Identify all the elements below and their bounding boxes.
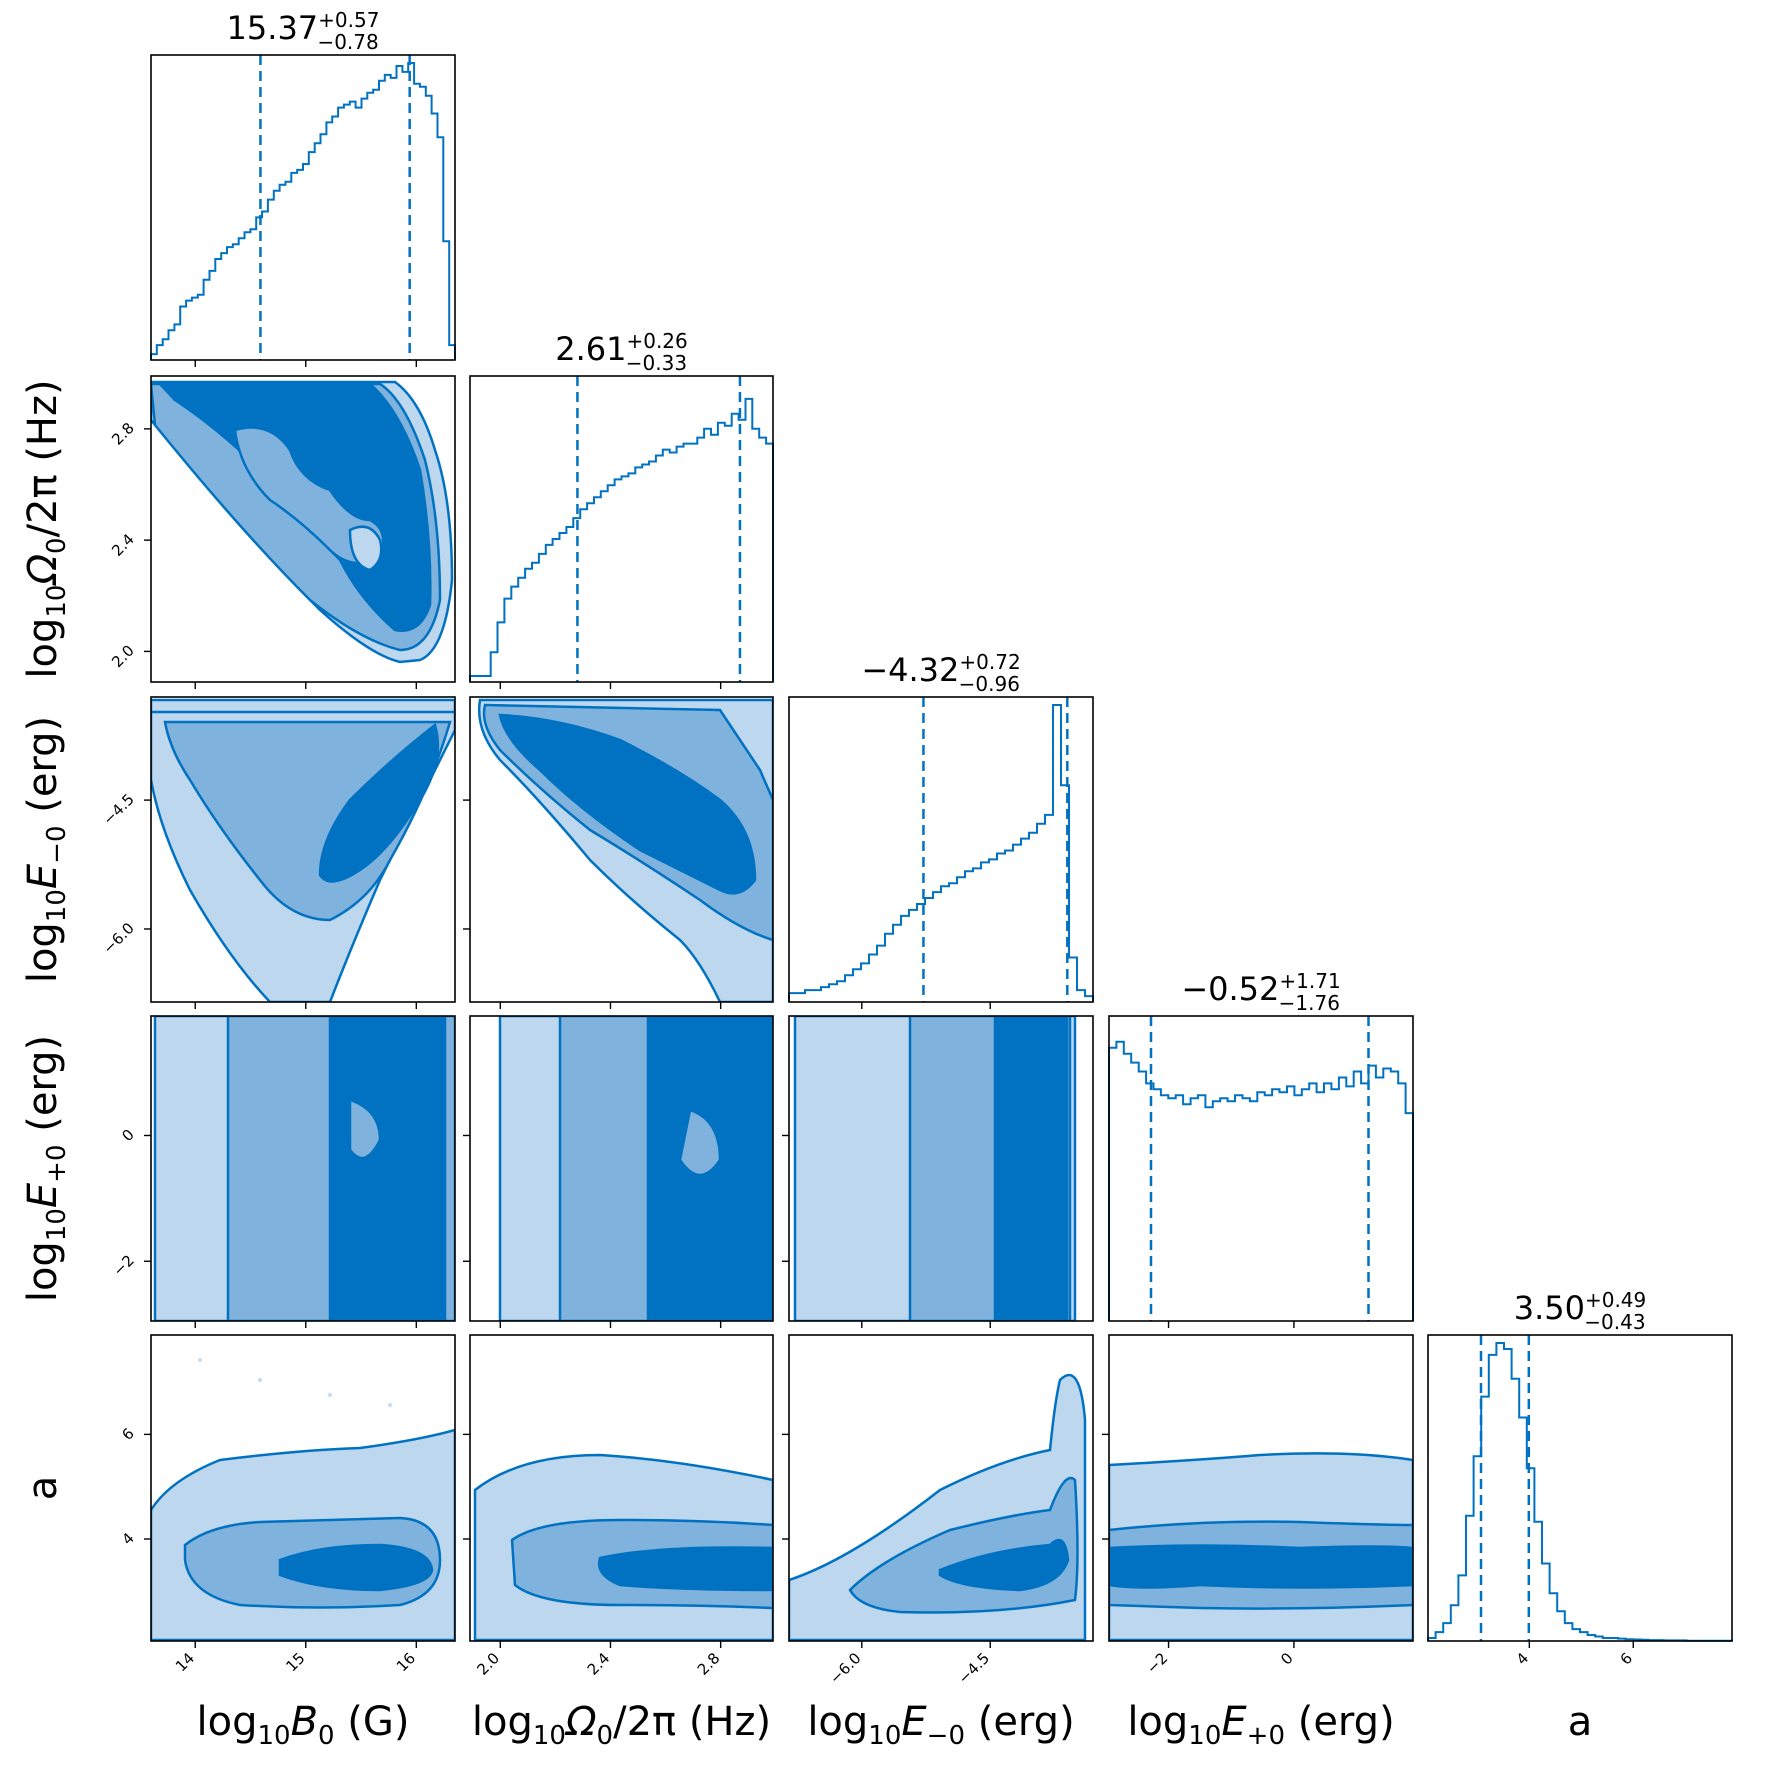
- panel-frame: [150, 1015, 456, 1322]
- contour-inner: [993, 1016, 1069, 1321]
- panel-frame: [469, 375, 774, 683]
- x-tick-label: −2: [1143, 1649, 1171, 1677]
- y-tick-label: 2.4: [108, 530, 138, 560]
- y-axis-label-Om0: log10Ω0/2π (Hz): [20, 379, 72, 678]
- histogram-Ep0: [1108, 1040, 1414, 1321]
- histogram-B0: [150, 62, 456, 360]
- panel-frame: [469, 696, 774, 1003]
- scatter-point: [198, 1358, 202, 1362]
- x-axis-label-Ep0: log10E+0 (erg): [1127, 1699, 1394, 1751]
- x-tick-label: 6: [1617, 1649, 1636, 1668]
- scatter-points: [198, 1358, 392, 1407]
- panel-frame: [150, 696, 456, 1003]
- panel-frame: [1427, 1334, 1733, 1642]
- x-axis-label-B0: log10B0 (G): [197, 1699, 410, 1751]
- x-axis-label-Om0: log10Ω0/2π (Hz): [472, 1699, 771, 1751]
- panel-Om0-Ep0: [498, 1016, 773, 1321]
- panel-B0-Ep0: [153, 1016, 455, 1321]
- summary-title-Em0: −4.32+0.72 −0.96: [861, 650, 1020, 696]
- summary-title-B0: 15.37+0.57 −0.78: [227, 8, 380, 54]
- contour-inner: [646, 1016, 773, 1321]
- y-tick-label: 2.0: [108, 642, 138, 672]
- histogram-Om0: [469, 397, 774, 682]
- contour-inner: [318, 722, 440, 883]
- y-tick-label: −4.5: [99, 790, 137, 828]
- contour-hole: [348, 525, 383, 572]
- y-tick-label: −2: [109, 1251, 137, 1279]
- scatter-point: [388, 1403, 392, 1407]
- y-tick-label: 4: [118, 1529, 137, 1548]
- x-tick-label: 2.0: [474, 1649, 504, 1679]
- panel-B0-Om0: [151, 380, 454, 664]
- x-axis-label-a: a: [1568, 1699, 1593, 1745]
- x-tick-label: −4.5: [955, 1649, 993, 1687]
- x-tick-label: 16: [393, 1649, 419, 1675]
- contour-hole: [678, 1108, 722, 1177]
- x-tick-label: 14: [172, 1649, 198, 1675]
- panel-frame: [1108, 1334, 1414, 1642]
- histogram-Em0: [788, 704, 1094, 1002]
- x-tick-label: 2.4: [584, 1649, 614, 1679]
- contour-hole: [348, 1098, 382, 1160]
- panel-frame: [788, 1015, 1094, 1322]
- contour-inner: [328, 1016, 447, 1321]
- contour-inner: [597, 1546, 773, 1592]
- contour-inner: [278, 1543, 434, 1592]
- panel-frame: [150, 54, 456, 361]
- histogram-a: [1427, 1342, 1733, 1642]
- panel-B0-a: [151, 1428, 455, 1641]
- panel-frame: [788, 696, 1094, 1003]
- panel-B0-Em0: [151, 698, 455, 1002]
- summary-title-Ep0: −0.52+1.71 −1.76: [1181, 969, 1340, 1015]
- y-axis-label-Ep0: log10E+0 (erg): [20, 1035, 72, 1302]
- x-tick-label: 15: [282, 1649, 308, 1675]
- panel-frame: [469, 1015, 774, 1322]
- summary-title-a: 3.50+0.49 −0.43: [1514, 1288, 1647, 1334]
- panel-Om0-a: [473, 1453, 773, 1641]
- panel-frame: [150, 375, 456, 683]
- panel-Em0-Ep0: [793, 1016, 1077, 1321]
- y-axis-label-Em0: log10E−0 (erg): [20, 716, 72, 983]
- panel-frame: [150, 1334, 456, 1642]
- y-tick-label: 2.8: [108, 419, 138, 449]
- panel-Ep0-a: [1109, 1452, 1413, 1641]
- x-tick-label: 4: [1513, 1649, 1532, 1668]
- y-tick-label: −6.0: [99, 919, 137, 957]
- panel-frame: [1108, 1015, 1414, 1322]
- scatter-point: [328, 1393, 332, 1397]
- panel-Em0-a: [789, 1373, 1087, 1641]
- panel-Om0-Em0: [478, 698, 773, 1002]
- y-tick-label: 6: [118, 1424, 137, 1443]
- x-tick-label: 2.8: [694, 1649, 724, 1679]
- y-tick-label: 0: [118, 1126, 137, 1145]
- x-tick-label: 0: [1277, 1649, 1296, 1668]
- contour-inner: [938, 1538, 1070, 1592]
- panel-frame: [469, 1334, 774, 1642]
- x-axis-label-Em0: log10E−0 (erg): [807, 1699, 1074, 1751]
- scatter-point: [258, 1378, 262, 1382]
- summary-title-Om0: 2.61+0.26 −0.33: [555, 329, 688, 375]
- contour-inner: [498, 713, 757, 895]
- x-tick-label: −6.0: [826, 1649, 864, 1687]
- contour-hole: [233, 426, 385, 565]
- contour-inner: [1109, 1544, 1413, 1589]
- y-axis-label-a: a: [20, 1476, 66, 1501]
- panel-frame: [788, 1334, 1094, 1642]
